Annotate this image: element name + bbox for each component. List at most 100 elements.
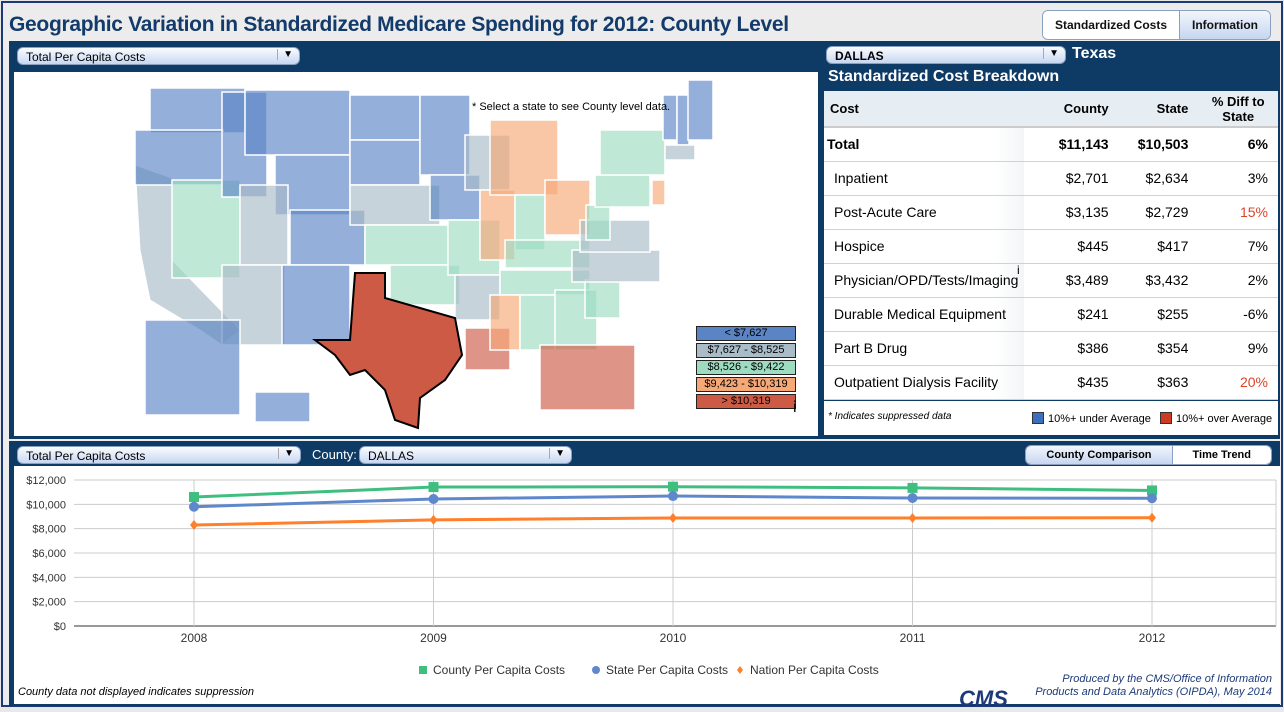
trend-measure-select[interactable]: Total Per Capita Costs ▼ [17,446,301,464]
data-point[interactable] [189,492,199,503]
cell-county: $3,489 [1023,263,1119,298]
table-footer: * Indicates suppressed data 10%+ under A… [824,401,1278,435]
us-map-svg [134,79,714,430]
legend-marker [419,666,427,674]
y-tick-label: $10,000 [26,499,66,511]
state-AK[interactable] [144,319,241,416]
state-NC[interactable] [571,249,661,283]
state-FL[interactable] [539,344,636,411]
data-point[interactable] [429,514,438,525]
credit-line-1: Produced by the CMS/Office of Informatio… [1062,673,1272,685]
info-icon[interactable]: i [1017,263,1020,277]
over-swatch [1160,412,1172,424]
data-point[interactable] [907,493,918,504]
data-point[interactable] [907,482,918,493]
state-SC[interactable] [584,279,621,319]
state-WV[interactable] [585,204,611,241]
state-NJ[interactable] [651,179,666,206]
data-point[interactable] [668,491,678,502]
cell-county: $3,135 [1023,195,1119,230]
col-cost: Cost [824,91,1024,128]
info-icon[interactable]: i [793,399,797,416]
state-TX[interactable] [312,272,464,430]
cell-state: $363 [1118,365,1199,400]
x-tick-label: 2011 [900,631,926,645]
data-point[interactable] [189,501,199,512]
cell-diff: -6% [1198,297,1278,332]
x-tick-label: 2009 [420,631,447,645]
cell-state: $2,729 [1118,195,1199,230]
legend-over: 10%+ over Average [1160,412,1272,425]
x-tick-label: 2008 [181,631,208,645]
state-UT[interactable] [239,184,289,266]
data-point[interactable] [908,512,917,523]
table-row: Post-Acute Care $3,135 $2,729 15% [824,195,1278,230]
map-legend-item: > $10,319 [696,394,796,409]
chevron-down-icon: ▼ [278,448,294,459]
data-point[interactable] [669,512,677,523]
map-legend-item: $9,423 - $10,319 [696,377,796,392]
x-tick-label: 2012 [1139,631,1166,645]
map-instruction: * Select a state to see County level dat… [472,101,671,113]
tab-county-comparison[interactable]: County Comparison [1026,446,1172,464]
data-point[interactable] [668,481,678,492]
tab-information[interactable]: Information [1179,11,1270,39]
county-select[interactable]: DALLAS ▼ [826,46,1066,64]
cell-diff: 15% [1198,195,1278,230]
state-AL[interactable] [519,294,556,351]
y-tick-label: $12,000 [26,475,66,487]
map-legend-item: $7,627 - $8,525 [696,343,796,358]
tab-time-trend[interactable]: Time Trend [1171,446,1271,464]
cost-breakdown-table: Cost County State % Diff to State Total $… [824,91,1278,400]
cell-cost: Durable Medical Equipment [824,297,1024,332]
map-measure-select[interactable]: Total Per Capita Costs ▼ [17,47,300,65]
trend-county-select[interactable]: DALLAS ▼ [359,446,572,464]
state-KS[interactable] [364,224,451,266]
cell-cost: Part B Drug [824,331,1024,366]
state-HI[interactable] [254,391,311,423]
cell-state: $354 [1118,331,1199,366]
top-tabs: Standardized Costs Information [1041,10,1271,40]
data-point[interactable] [190,520,198,531]
state-ND[interactable] [349,94,421,141]
state-NY[interactable] [599,129,666,176]
data-point[interactable] [1147,485,1157,496]
state-OR[interactable] [134,129,224,186]
table-header: Cost County State % Diff to State [824,91,1278,128]
state-NE[interactable] [349,184,441,226]
cell-cost: Hospice [824,229,1024,264]
cell-county: $241 [1023,297,1119,332]
cell-diff: 2% [1198,263,1278,298]
cell-state: $3,432 [1118,263,1199,298]
cell-diff: 20% [1198,365,1278,400]
cell-state: $417 [1118,229,1199,264]
state-PA[interactable] [594,174,651,208]
data-point[interactable] [428,493,439,504]
chevron-down-icon: ▼ [1043,48,1059,59]
credit: Produced by the CMS/Office of Informatio… [1035,673,1272,699]
view-toggle: County Comparison Time Trend [1025,445,1272,465]
state-MT[interactable] [244,89,351,156]
state-SD[interactable] [349,139,421,186]
state-NM[interactable] [281,264,351,346]
cell-cost: Post-Acute Care [824,195,1024,230]
map-legend-item: < $7,627 [696,326,796,341]
suppression-note: County data not displayed indicates supp… [18,686,255,698]
state-NH[interactable] [676,94,690,146]
trend-chart: $0 $2,000 $4,000 $6,000 $8,000 $10,000 $12,000… [14,466,1280,711]
legend-label: County Per Capita Costs [433,663,565,677]
map-legend-item: $8,526 - $9,422 [696,360,796,375]
col-county: County [1023,91,1119,128]
state-ME[interactable] [687,79,714,141]
data-point[interactable] [1148,512,1156,523]
state-MN[interactable] [419,94,471,176]
data-point[interactable] [1147,493,1157,504]
cell-diff: 7% [1198,229,1278,264]
data-point[interactable] [428,482,439,493]
tab-standardized-costs[interactable]: Standardized Costs [1042,11,1179,39]
state-MA[interactable] [664,144,696,161]
cms-logo: CMS [959,686,1008,711]
cell-county: $11,143 [1023,127,1119,162]
state-MS[interactable] [489,294,521,351]
cell-county: $386 [1023,331,1119,366]
